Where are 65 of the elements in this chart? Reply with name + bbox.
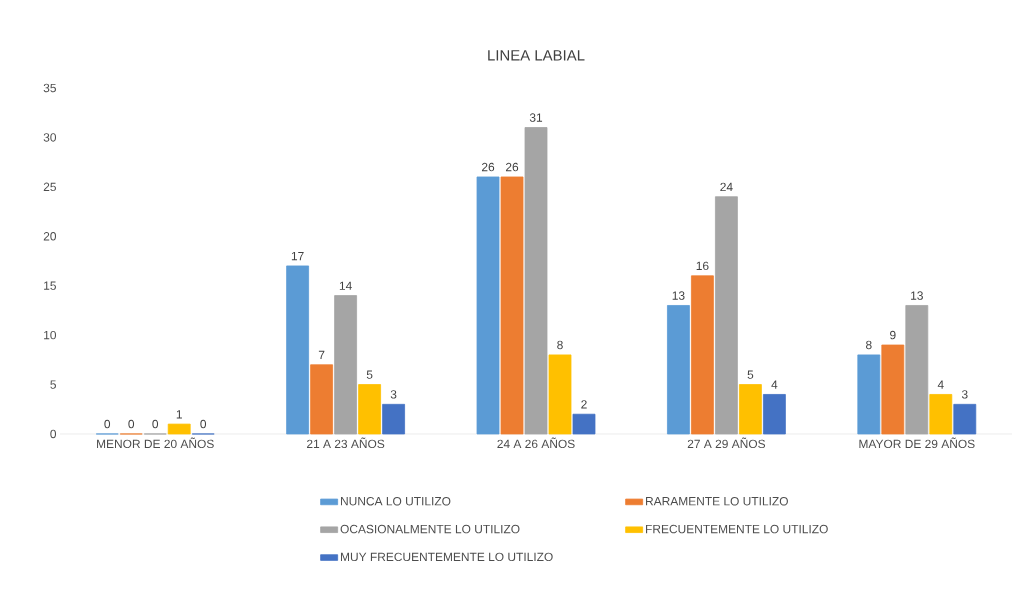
x-tick-label: 27 A 29 AÑOS	[687, 437, 766, 449]
legend-label: RARAMENTE LO UTILIZO	[646, 496, 788, 506]
data-label: 4	[937, 380, 944, 389]
data-label: 0	[152, 419, 159, 429]
y-tick-label: 25	[43, 182, 56, 192]
data-label: 16	[696, 261, 709, 271]
data-label: 0	[128, 419, 135, 429]
legend-label: OCASIONALMENTE LO UTILIZO	[340, 524, 520, 534]
x-tick-label: 21 A 23 AÑOS	[307, 437, 385, 449]
data-label: 5	[747, 370, 754, 379]
y-tick-label: 30	[43, 133, 57, 142]
y-tick-label: 15	[44, 281, 56, 290]
data-label: 31	[529, 113, 543, 122]
bar	[572, 413, 596, 435]
data-label: 24	[720, 182, 733, 192]
data-label: 26	[481, 162, 495, 172]
bar	[524, 127, 548, 435]
data-label: 4	[771, 380, 778, 389]
data-label: 3	[390, 390, 397, 399]
data-label: 5	[366, 370, 373, 379]
data-label: 9	[890, 330, 896, 340]
bar	[905, 305, 929, 435]
bar	[334, 295, 358, 435]
bar	[857, 354, 881, 435]
bar	[667, 305, 690, 435]
data-label: 17	[291, 252, 304, 261]
data-label: 8	[866, 340, 872, 350]
bar	[310, 364, 334, 435]
bar	[382, 403, 405, 435]
legend-label: NUNCA LO UTILIZO	[341, 496, 451, 506]
bar	[715, 196, 738, 435]
data-label: 13	[911, 291, 923, 300]
bar	[929, 394, 953, 435]
bar	[762, 394, 786, 435]
bar	[881, 344, 905, 435]
bar	[167, 423, 191, 435]
legend-label: MUY FRECUENTEMENTE LO UTILIZO	[341, 552, 553, 562]
bar	[358, 384, 381, 435]
legend-label: FRECUENTEMENTE LO UTILIZO	[646, 524, 828, 534]
x-tick-label: MENOR DE 20 AÑOS	[97, 437, 214, 449]
y-tick-label: 10	[44, 330, 57, 340]
data-label: 13	[672, 291, 685, 300]
y-tick-label: 5	[50, 380, 56, 389]
data-label: 1	[176, 410, 182, 419]
data-label: 7	[318, 350, 325, 360]
y-tick-label: 35	[43, 83, 56, 93]
data-label: 26	[505, 162, 519, 172]
y-tick-label: 0	[50, 429, 57, 439]
bar	[739, 384, 762, 435]
x-tick-label: 24 A 26 AÑOS	[497, 437, 575, 449]
x-tick-label: MAYOR DE 29 AÑOS	[859, 437, 975, 449]
data-label: 0	[200, 419, 207, 429]
bar	[548, 354, 572, 435]
bar	[691, 275, 714, 435]
data-label: 0	[104, 419, 111, 429]
data-label: 2	[581, 400, 587, 409]
bar	[953, 403, 977, 435]
bar	[286, 265, 310, 435]
y-tick-label: 20	[43, 232, 57, 241]
data-label: 3	[961, 390, 968, 399]
data-label: 14	[339, 281, 352, 290]
chart-title: LINEA LABIAL	[488, 50, 585, 61]
bar	[500, 176, 524, 435]
bar	[476, 176, 500, 435]
data-label: 8	[557, 340, 563, 350]
